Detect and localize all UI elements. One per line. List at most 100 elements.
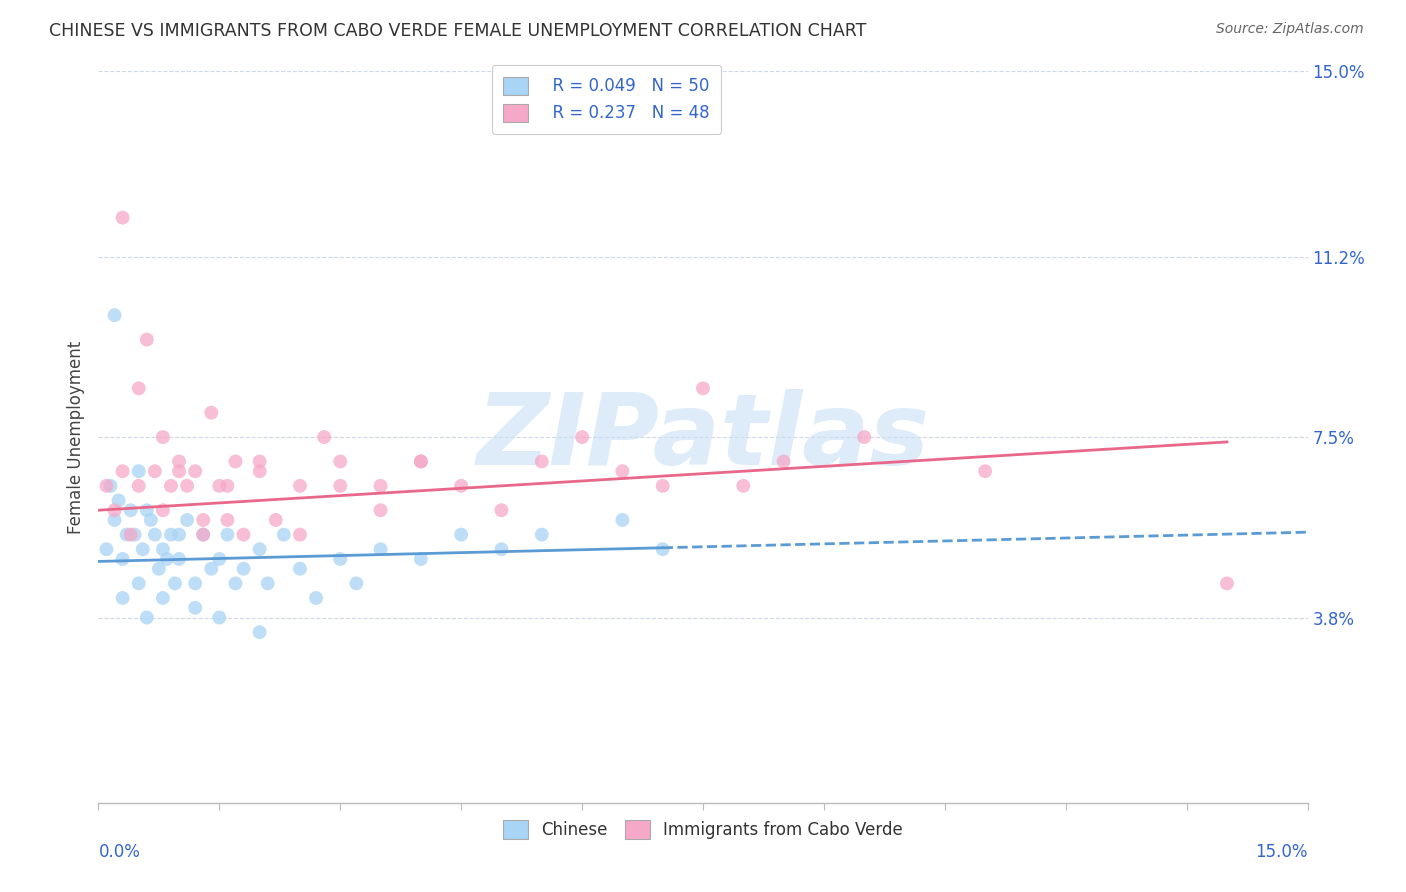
Point <box>128 464 150 478</box>
Point <box>772 454 794 468</box>
Point <box>152 542 174 557</box>
Point <box>249 464 271 478</box>
Point <box>232 562 254 576</box>
Point <box>184 576 207 591</box>
Point <box>288 527 311 541</box>
Point <box>135 610 157 624</box>
Point <box>176 479 198 493</box>
Point <box>249 625 271 640</box>
Point <box>167 527 190 541</box>
Point <box>111 211 134 225</box>
Point <box>128 479 150 493</box>
Point <box>288 562 311 576</box>
Point <box>100 479 122 493</box>
Point <box>193 527 215 541</box>
Point <box>409 454 432 468</box>
Point <box>120 527 142 541</box>
Point <box>409 454 432 468</box>
Point <box>167 552 190 566</box>
Text: CHINESE VS IMMIGRANTS FROM CABO VERDE FEMALE UNEMPLOYMENT CORRELATION CHART: CHINESE VS IMMIGRANTS FROM CABO VERDE FE… <box>49 22 866 40</box>
Point <box>1216 576 1239 591</box>
Point <box>329 552 352 566</box>
Point <box>128 576 150 591</box>
Point <box>152 503 174 517</box>
Point <box>305 591 328 605</box>
Point <box>612 464 634 478</box>
Point <box>124 527 146 541</box>
Point <box>264 513 287 527</box>
Text: ZIPatlas: ZIPatlas <box>477 389 929 485</box>
Point <box>853 430 876 444</box>
Point <box>450 527 472 541</box>
Point <box>217 479 239 493</box>
Point <box>176 513 198 527</box>
Point <box>184 600 207 615</box>
Point <box>370 479 392 493</box>
Point <box>96 542 118 557</box>
Point <box>167 454 190 468</box>
Point <box>208 552 231 566</box>
Point <box>200 406 222 420</box>
Point <box>111 552 134 566</box>
Point <box>224 576 246 591</box>
Point <box>249 454 271 468</box>
Point <box>163 576 186 591</box>
Point <box>143 464 166 478</box>
Point <box>370 503 392 517</box>
Point <box>217 513 239 527</box>
Point <box>115 527 138 541</box>
Text: 15.0%: 15.0% <box>1256 843 1308 861</box>
Point <box>143 527 166 541</box>
Point <box>148 562 170 576</box>
Point <box>651 479 673 493</box>
Point <box>184 464 207 478</box>
Point <box>491 503 513 517</box>
Point <box>111 591 134 605</box>
Point <box>152 430 174 444</box>
Point <box>96 479 118 493</box>
Point <box>167 464 190 478</box>
Point <box>200 562 222 576</box>
Point <box>733 479 755 493</box>
Point <box>103 503 125 517</box>
Point <box>329 479 352 493</box>
Point <box>224 454 246 468</box>
Point <box>273 527 295 541</box>
Point <box>193 527 215 541</box>
Point <box>530 454 553 468</box>
Point <box>651 542 673 557</box>
Point <box>344 576 367 591</box>
Point <box>107 493 129 508</box>
Point <box>571 430 593 444</box>
Point <box>249 542 271 557</box>
Point <box>409 552 432 566</box>
Point <box>103 308 125 322</box>
Point <box>491 542 513 557</box>
Point <box>152 591 174 605</box>
Point <box>217 527 239 541</box>
Point <box>530 527 553 541</box>
Point <box>974 464 997 478</box>
Point <box>160 479 183 493</box>
Point <box>256 576 278 591</box>
Point <box>135 333 157 347</box>
Point <box>612 513 634 527</box>
Legend: Chinese, Immigrants from Cabo Verde: Chinese, Immigrants from Cabo Verde <box>496 814 910 846</box>
Point <box>329 454 352 468</box>
Point <box>232 527 254 541</box>
Point <box>128 381 150 395</box>
Text: Source: ZipAtlas.com: Source: ZipAtlas.com <box>1216 22 1364 37</box>
Point <box>314 430 336 444</box>
Point <box>132 542 155 557</box>
Point <box>193 513 215 527</box>
Point <box>135 503 157 517</box>
Point <box>450 479 472 493</box>
Point <box>156 552 179 566</box>
Point <box>111 464 134 478</box>
Point <box>103 513 125 527</box>
Point <box>160 527 183 541</box>
Y-axis label: Female Unemployment: Female Unemployment <box>66 341 84 533</box>
Point <box>288 479 311 493</box>
Text: 0.0%: 0.0% <box>98 843 141 861</box>
Point <box>692 381 714 395</box>
